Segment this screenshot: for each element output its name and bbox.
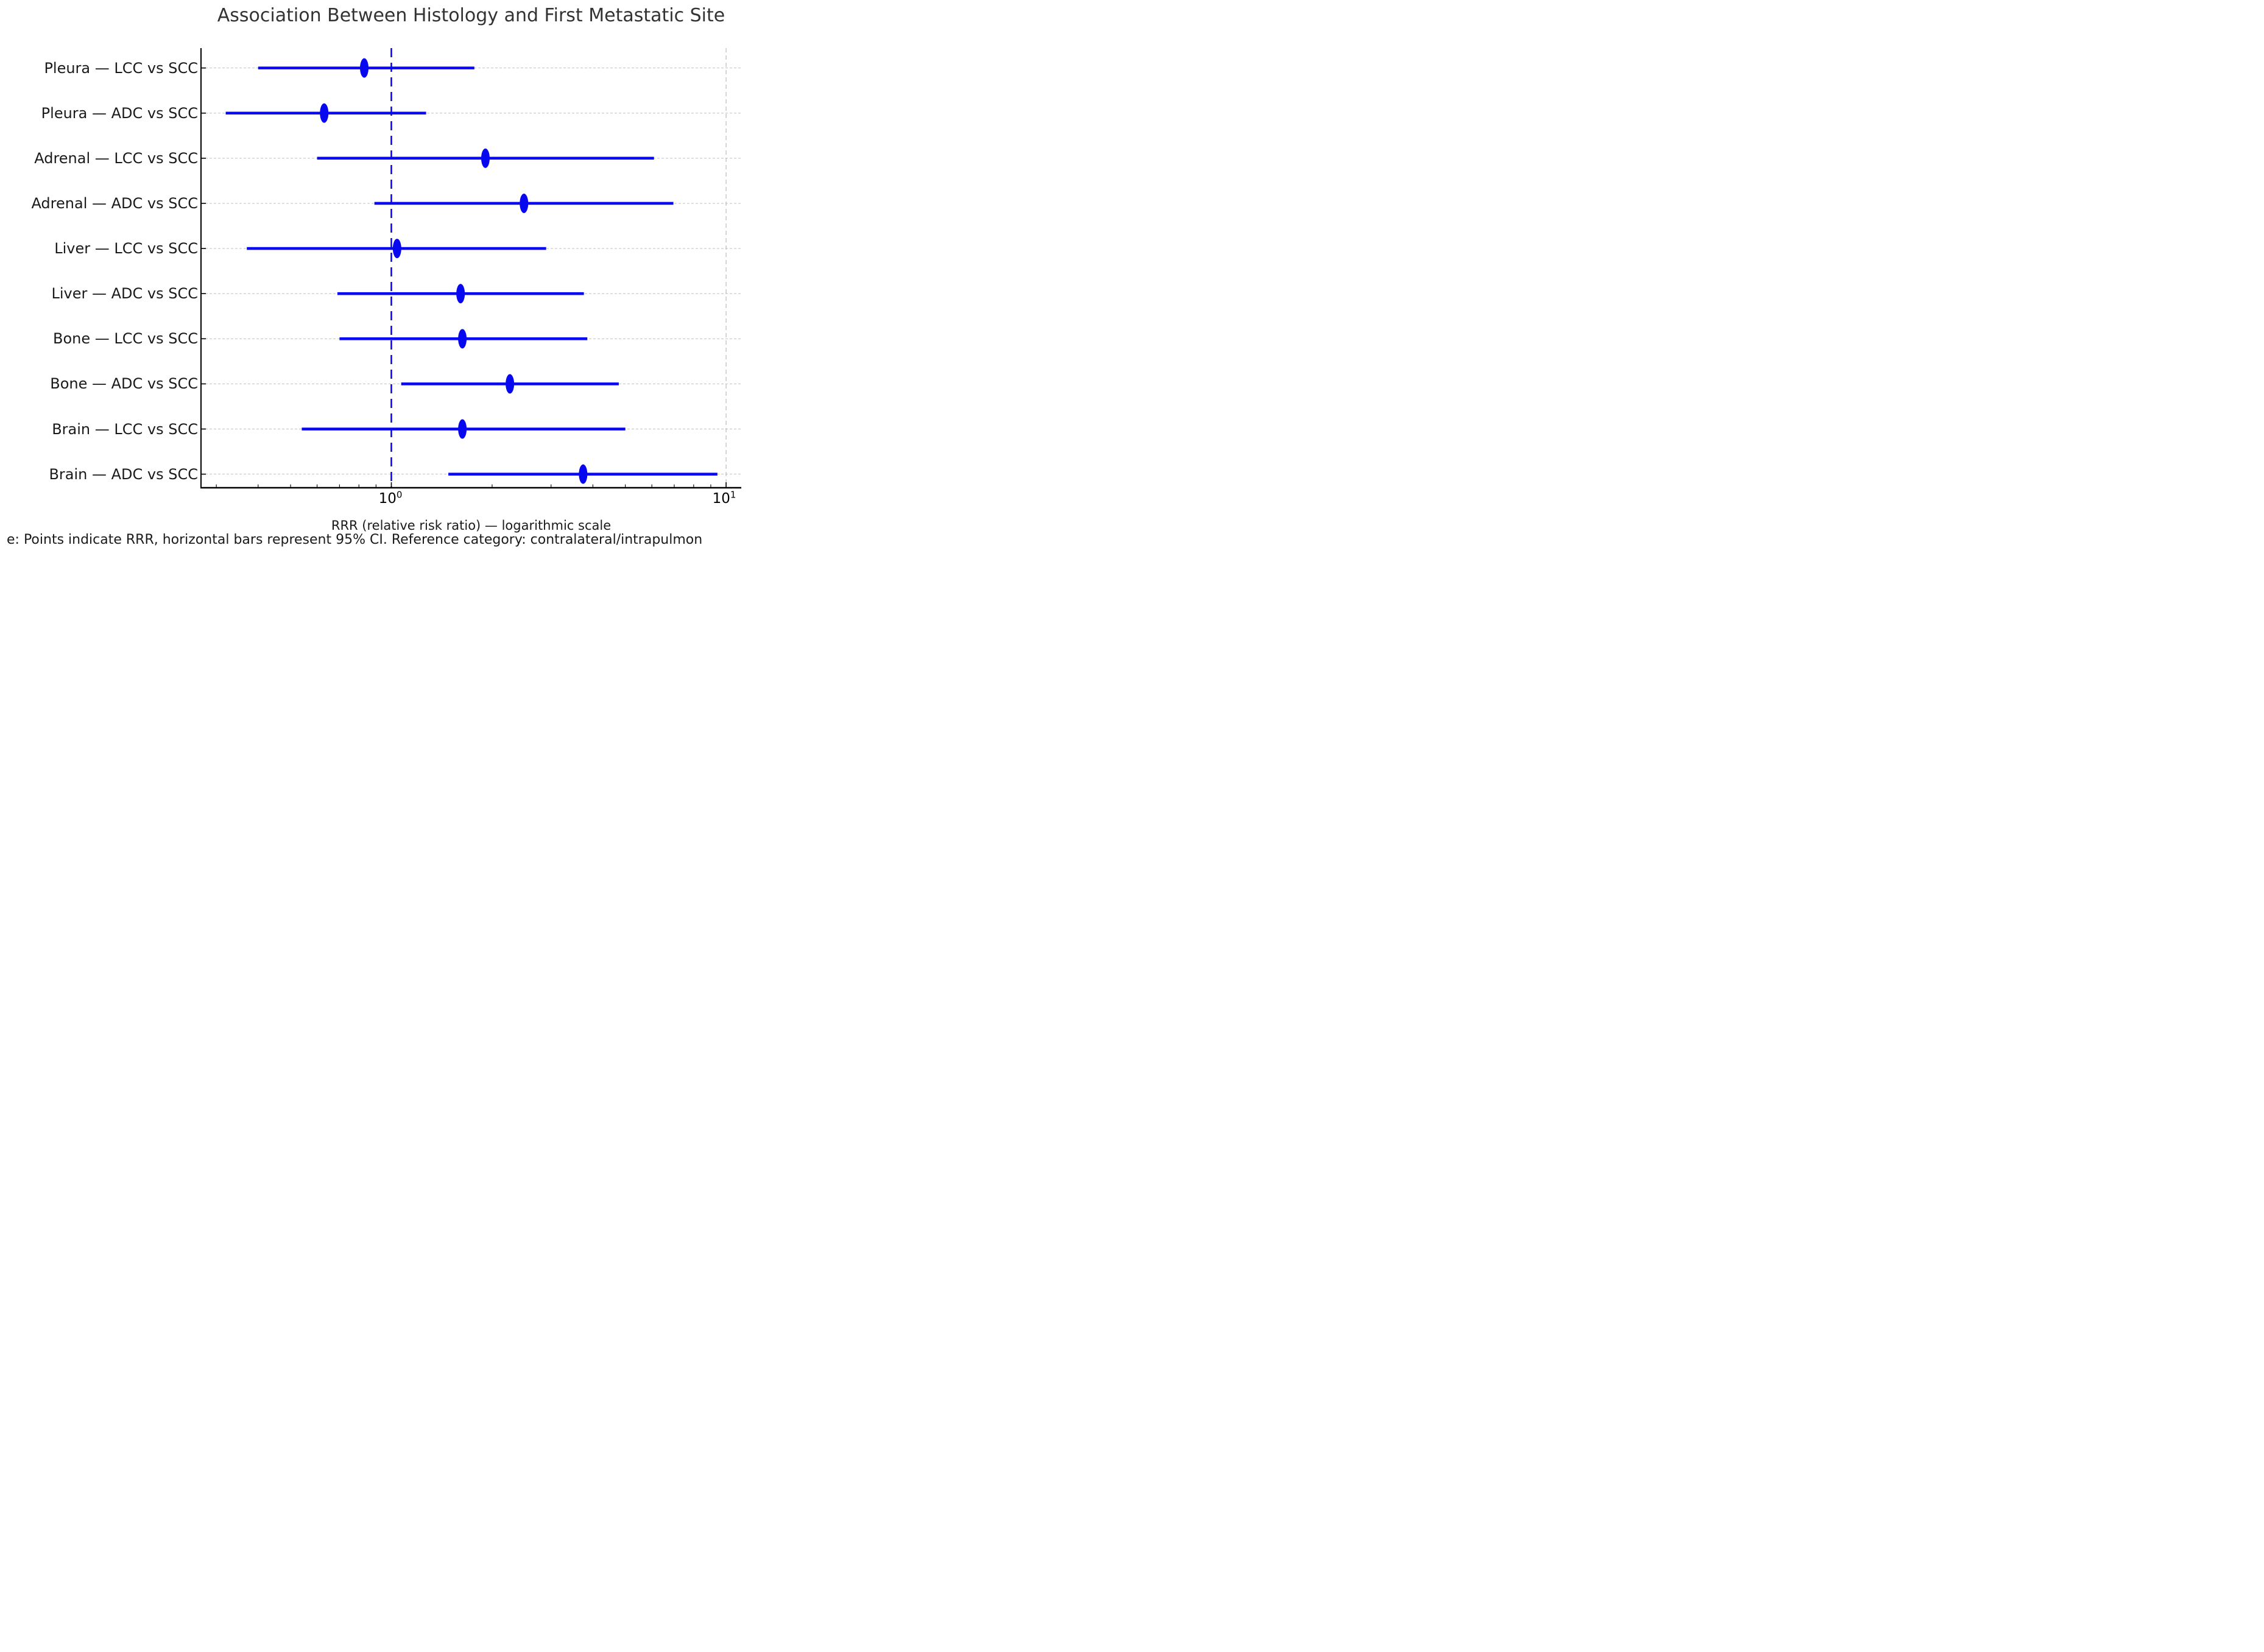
- x-tick-exponent: 1: [730, 489, 736, 501]
- y-axis-label: Brain — ADC vs SCC: [49, 465, 198, 483]
- y-axis-label: Adrenal — ADC vs SCC: [31, 194, 198, 212]
- y-axis-label: Pleura — LCC vs SCC: [44, 59, 198, 77]
- forest-plot-canvas: [200, 48, 741, 489]
- rrr-marker: [481, 148, 490, 168]
- rrr-marker: [579, 464, 588, 484]
- x-tick-exponent: 0: [396, 489, 403, 501]
- y-axis-label: Liver — ADC vs SCC: [51, 285, 198, 303]
- rrr-marker: [520, 193, 529, 213]
- chart-title: Association Between Histology and First …: [217, 5, 725, 26]
- rrr-marker: [360, 58, 369, 78]
- x-tick-label-10: 101: [688, 489, 755, 507]
- y-axis-label: Bone — LCC vs SCC: [53, 330, 198, 348]
- rrr-marker: [320, 103, 329, 123]
- y-axis-label: Liver — LCC vs SCC: [54, 240, 198, 258]
- forest-plot-figure: Association Between Histology and First …: [0, 0, 755, 550]
- rrr-marker: [458, 419, 467, 439]
- y-axis-label: Brain — LCC vs SCC: [52, 420, 198, 438]
- rrr-marker: [458, 329, 467, 349]
- rrr-marker: [506, 374, 515, 394]
- y-axis-label: Bone — ADC vs SCC: [50, 375, 198, 393]
- x-tick-base: 10: [378, 491, 397, 507]
- y-axis-label: Adrenal — LCC vs SCC: [34, 149, 198, 167]
- y-axis-label: Pleura — ADC vs SCC: [41, 104, 198, 122]
- x-axis-label: RRR (relative risk ratio) — logarithmic …: [331, 518, 612, 533]
- rrr-marker: [392, 239, 401, 259]
- footnote: e: Points indicate RRR, horizontal bars …: [7, 532, 703, 547]
- x-tick-label-1: 100: [354, 489, 427, 507]
- x-tick-base: 10: [712, 491, 730, 507]
- y-axis-labels: Pleura — LCC vs SCC Pleura — ADC vs SCC Ad…: [0, 0, 198, 550]
- rrr-marker: [456, 284, 465, 304]
